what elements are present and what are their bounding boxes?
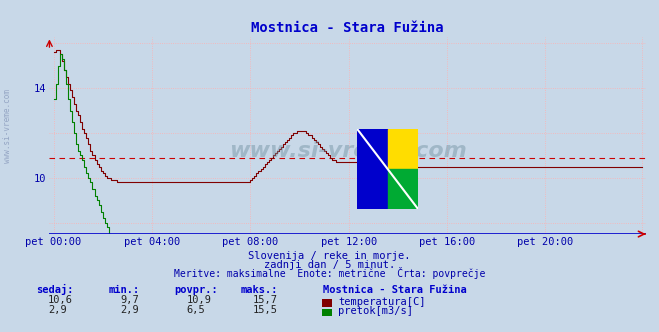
Text: temperatura[C]: temperatura[C]	[338, 297, 426, 307]
Text: pretok[m3/s]: pretok[m3/s]	[338, 306, 413, 316]
Title: Mostnica - Stara Fužina: Mostnica - Stara Fužina	[251, 21, 444, 35]
Text: 2,9: 2,9	[48, 305, 67, 315]
Text: zadnji dan / 5 minut.: zadnji dan / 5 minut.	[264, 260, 395, 270]
Text: maks.:: maks.:	[241, 285, 278, 295]
Text: 10,6: 10,6	[48, 295, 73, 305]
Text: Meritve: maksimalne  Enote: metrične  Črta: povprečje: Meritve: maksimalne Enote: metrične Črta…	[174, 267, 485, 279]
Text: Mostnica - Stara Fužina: Mostnica - Stara Fužina	[323, 285, 467, 295]
Text: 9,7: 9,7	[121, 295, 139, 305]
Text: www.si-vreme.com: www.si-vreme.com	[3, 89, 13, 163]
Text: sedaj:: sedaj:	[36, 284, 74, 295]
Text: 15,5: 15,5	[252, 305, 277, 315]
Text: Slovenija / reke in morje.: Slovenija / reke in morje.	[248, 251, 411, 261]
Text: 10,9: 10,9	[186, 295, 212, 305]
Text: povpr.:: povpr.:	[175, 285, 218, 295]
Text: www.si-vreme.com: www.si-vreme.com	[229, 141, 467, 161]
Text: 2,9: 2,9	[121, 305, 139, 315]
Text: min.:: min.:	[109, 285, 140, 295]
Text: 6,5: 6,5	[186, 305, 205, 315]
Text: 15,7: 15,7	[252, 295, 277, 305]
